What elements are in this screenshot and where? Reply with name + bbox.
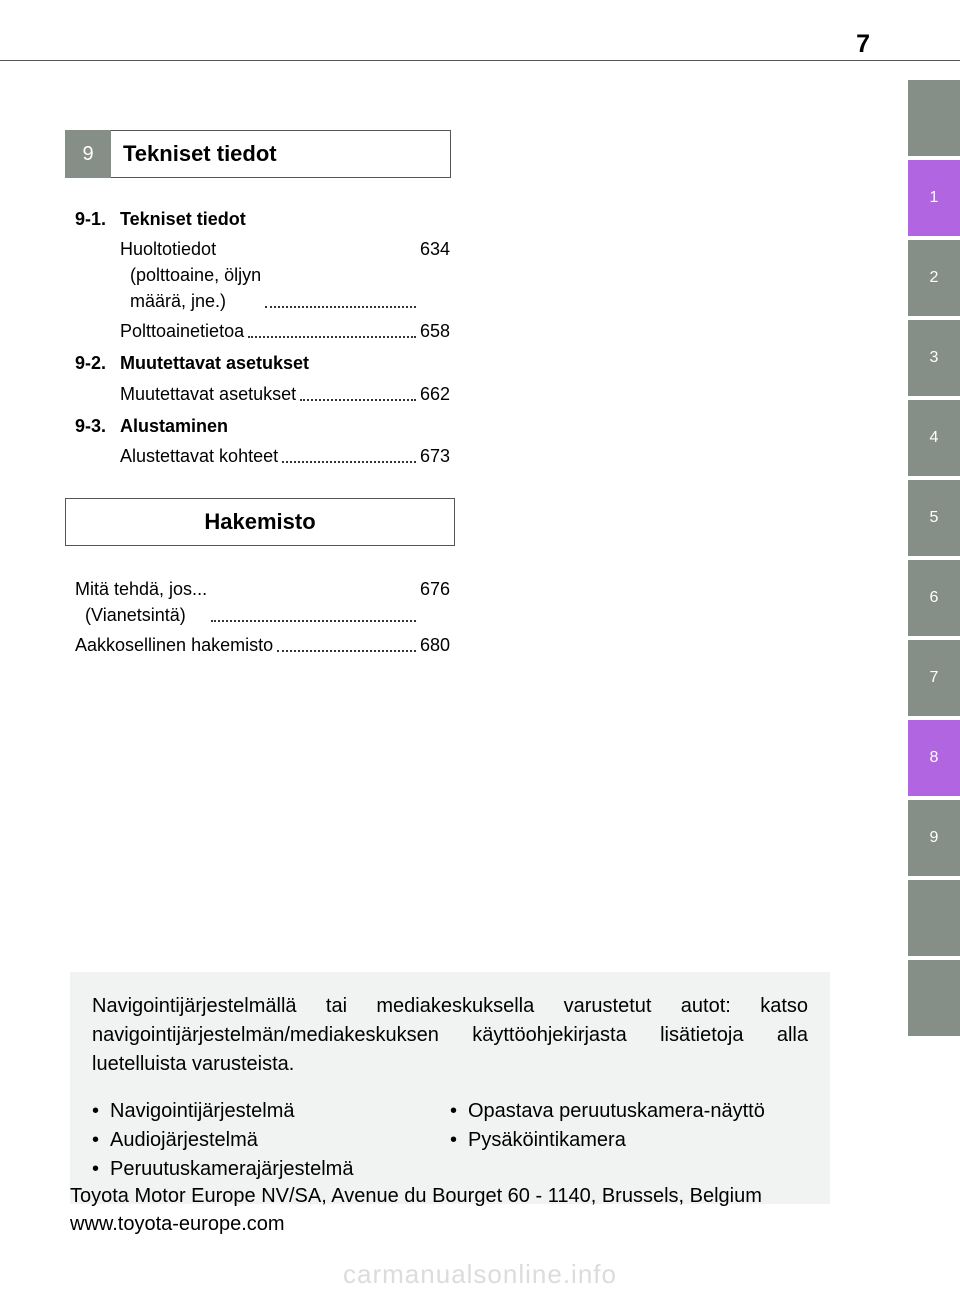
toc-sub-num: 9-2. <box>75 350 120 376</box>
info-lists: •Navigointijärjestelmä •Audiojärjestelmä… <box>92 1097 808 1184</box>
leader-dots <box>300 381 416 401</box>
bullet-icon: • <box>450 1126 468 1155</box>
entry-page: 662 <box>420 381 450 407</box>
list-item-text: Pysäköintikamera <box>468 1126 626 1155</box>
list-item: •Navigointijärjestelmä <box>92 1097 450 1126</box>
list-item: •Peruutuskamerajärjestelmä <box>92 1155 450 1184</box>
toc-sub-9-3: 9-3. Alustaminen <box>75 413 450 439</box>
entry-text: Muutettavat asetukset <box>120 381 296 407</box>
bullet-icon: • <box>450 1097 468 1126</box>
list-item: •Pysäköintikamera <box>450 1126 808 1155</box>
watermark: carmanualsonline.info <box>0 1259 960 1290</box>
leader-dots <box>248 318 416 338</box>
info-box: Navigointijärjestelmällä tai mediakeskuk… <box>70 972 830 1204</box>
toc-entry: Mitä tehdä, jos... (Vianetsintä) 676 <box>75 576 450 628</box>
toc-sub-num: 9-1. <box>75 206 120 232</box>
side-tab-blank[interactable] <box>908 960 960 1036</box>
side-tab-2[interactable]: 2 <box>908 240 960 316</box>
info-box-text: Navigointijärjestelmällä tai mediakeskuk… <box>92 992 808 1079</box>
toc-entry: Polttoainetietoa 658 <box>75 318 450 344</box>
top-rule <box>0 60 960 61</box>
side-tab-5[interactable]: 5 <box>908 480 960 556</box>
section-9-header: 9 Tekniset tiedot <box>65 130 455 178</box>
side-tabs: 1 2 3 4 5 6 7 8 9 <box>908 80 960 1040</box>
section-9-toc: 9-1. Tekniset tiedot Huoltotiedot (poltt… <box>75 206 450 469</box>
list-item-text: Audiojärjestelmä <box>110 1126 258 1155</box>
entry-line: Huoltotiedot <box>120 239 216 259</box>
footer-text: Toyota Motor Europe NV/SA, Avenue du Bou… <box>70 1182 830 1238</box>
list-item: •Opastava peruutuskamera-näyttö <box>450 1097 808 1126</box>
leader-dots <box>277 632 416 652</box>
entry-page: 658 <box>420 318 450 344</box>
entry-page: 676 <box>420 576 450 628</box>
entry-text: Polttoainetietoa <box>120 318 244 344</box>
list-item-text: Peruutuskamerajärjestelmä <box>110 1155 353 1184</box>
bullet-icon: • <box>92 1126 110 1155</box>
section-9-title: Tekniset tiedot <box>123 141 277 166</box>
toc-sub-title: Alustaminen <box>120 413 228 439</box>
side-tab-1[interactable]: 1 <box>908 160 960 236</box>
list-item-text: Navigointijärjestelmä <box>110 1097 295 1126</box>
index-toc: Mitä tehdä, jos... (Vianetsintä) 676 Aak… <box>75 572 450 658</box>
entry-text: Aakkosellinen hakemisto <box>75 632 273 658</box>
side-tab-blank[interactable] <box>908 80 960 156</box>
toc-sub-9-2: 9-2. Muutettavat asetukset <box>75 350 450 376</box>
entry-text: Mitä tehdä, jos... (Vianetsintä) <box>75 576 207 628</box>
section-9-title-box: Tekniset tiedot <box>111 130 451 178</box>
entry-page: 680 <box>420 632 450 658</box>
toc-entry: Aakkosellinen hakemisto 680 <box>75 632 450 658</box>
side-tab-9[interactable]: 9 <box>908 800 960 876</box>
toc-entry: Huoltotiedot (polttoaine, öljyn määrä, j… <box>75 236 450 314</box>
page: 7 9 Tekniset tiedot 9-1. Tekniset tiedot … <box>0 0 960 1298</box>
entry-line: (polttoaine, öljyn <box>130 265 261 285</box>
bullet-icon: • <box>92 1097 110 1126</box>
index-header: Hakemisto <box>65 498 455 546</box>
entry-page: 673 <box>420 443 450 469</box>
entry-text: Huoltotiedot (polttoaine, öljyn määrä, j… <box>120 236 261 314</box>
info-list-left: •Navigointijärjestelmä •Audiojärjestelmä… <box>92 1097 450 1184</box>
toc-entry: Muutettavat asetukset 662 <box>75 381 450 407</box>
info-list-right: •Opastava peruutuskamera-näyttö •Pysäköi… <box>450 1097 808 1184</box>
toc-sub-title: Muutettavat asetukset <box>120 350 309 376</box>
page-number: 7 <box>856 30 870 59</box>
index-title: Hakemisto <box>204 509 315 534</box>
entry-line: määrä, jne.) <box>130 291 226 311</box>
side-tab-4[interactable]: 4 <box>908 400 960 476</box>
toc-sub-title: Tekniset tiedot <box>120 206 246 232</box>
side-tab-7[interactable]: 7 <box>908 640 960 716</box>
leader-dots <box>282 443 416 463</box>
toc-entry: Alustettavat kohteet 673 <box>75 443 450 469</box>
entry-line: Mitä tehdä, jos... <box>75 579 207 599</box>
side-tab-3[interactable]: 3 <box>908 320 960 396</box>
section-9-tab-number: 9 <box>65 130 111 178</box>
toc-sub-9-1: 9-1. Tekniset tiedot <box>75 206 450 232</box>
side-tab-6[interactable]: 6 <box>908 560 960 636</box>
list-item-text: Opastava peruutuskamera-näyttö <box>468 1097 765 1126</box>
bullet-icon: • <box>92 1155 110 1184</box>
toc-sub-num: 9-3. <box>75 413 120 439</box>
side-tab-blank[interactable] <box>908 880 960 956</box>
entry-text: Alustettavat kohteet <box>120 443 278 469</box>
list-item: •Audiojärjestelmä <box>92 1126 450 1155</box>
side-tab-8[interactable]: 8 <box>908 720 960 796</box>
leader-dots <box>211 576 416 622</box>
leader-dots <box>265 236 416 308</box>
entry-line: (Vianetsintä) <box>85 605 186 625</box>
entry-page: 634 <box>420 236 450 314</box>
